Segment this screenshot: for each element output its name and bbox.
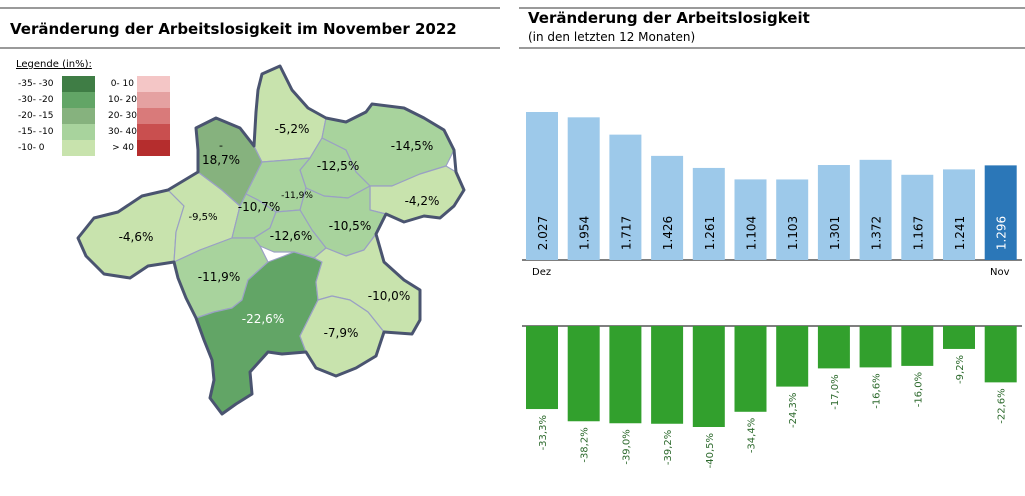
right-title-rule — [519, 7, 1025, 9]
upper-bar-10 — [943, 169, 975, 260]
legend-swatch-pos-0 — [137, 76, 170, 92]
lower-bar-8 — [859, 326, 892, 368]
legend-label-neg-1: -30- -20 — [18, 95, 54, 105]
legend-label-pos-4: > 40 — [112, 143, 134, 153]
left-title-rule — [0, 7, 500, 9]
map-title: Veränderung der Arbeitslosigkeit im Nove… — [10, 20, 457, 38]
upper-bar-label-6: 1.103 — [786, 216, 800, 250]
chart-subtitle: (in den letzten 12 Monaten) — [528, 30, 696, 44]
map-label-nw: 18,7% — [202, 153, 240, 167]
region-map: 18,7%-5,2%-14,5%-12,5%-11,9%-10,7%-9,5%-… — [76, 64, 466, 416]
legend-swatch-neg-4 — [62, 140, 95, 156]
upper-bar-label-3: 1.426 — [661, 216, 675, 250]
upper-bar-label-9: 1.167 — [911, 216, 925, 250]
lower-bar-label-6: -24,3% — [788, 393, 799, 428]
map-label-ne1: -14,5% — [391, 139, 433, 153]
lower-bar-0 — [526, 326, 558, 410]
lower-bar-1 — [567, 326, 600, 422]
upper-bar-7 — [817, 165, 850, 260]
upper-bar-11 — [984, 165, 1017, 260]
upper-bar-0 — [526, 112, 558, 260]
legend-label-neg-4: -10- 0 — [18, 143, 45, 153]
map-label-c1: -11,9% — [281, 191, 313, 201]
lower-bar-6 — [776, 326, 809, 387]
map-label-c3: -10,5% — [329, 219, 371, 233]
legend-swatch-neg-0 — [62, 76, 95, 92]
lower-bar-2 — [609, 326, 642, 424]
upper-bar-label-1: 1.954 — [578, 216, 592, 250]
lower-bar-label-1: -38,2% — [580, 427, 591, 462]
upper-bar-1 — [567, 117, 600, 260]
legend-label-neg-2: -20- -15 — [18, 111, 54, 121]
lower-bar-label-9: -16,0% — [913, 372, 924, 407]
map-label-n2: -12,5% — [317, 159, 359, 173]
map-label-nw-sign: - — [219, 139, 223, 152]
upper-bar-2 — [609, 134, 642, 260]
lower-bar-label-2: -39,0% — [621, 429, 632, 464]
map-label-w1: -4,6% — [119, 230, 154, 244]
legend-swatch-neg-3 — [62, 124, 95, 140]
legend-swatch-neg-2 — [62, 108, 95, 124]
legend-swatch-pos-4 — [137, 140, 170, 156]
right-under-rule — [519, 47, 1025, 49]
legend-label-pos-2: 20- 30 — [108, 111, 138, 121]
lower-bar-label-7: -17,0% — [830, 374, 841, 409]
lower-bar-label-10: -9,2% — [955, 355, 966, 384]
lower-bar-9 — [901, 326, 934, 366]
upper-bar-label-7: 1.301 — [828, 216, 842, 250]
upper-bar-9 — [901, 174, 934, 260]
map-label-s1: -22,6% — [242, 312, 284, 326]
lower-bar-11 — [984, 326, 1017, 383]
lower-bar-7 — [817, 326, 850, 369]
upper-bar-label-4: 1.261 — [703, 216, 717, 250]
legend-label-pos-0: 0- 10 — [110, 79, 134, 89]
lower-bar-5 — [734, 326, 767, 412]
upper-bar-8 — [859, 159, 892, 260]
lower-bar-label-0: -33,3% — [538, 415, 549, 450]
upper-bar-6 — [776, 179, 809, 260]
lower-bar-10 — [943, 326, 975, 349]
map-label-se2: -7,9% — [324, 326, 359, 340]
upper-bar-label-2: 1.717 — [619, 216, 633, 250]
upper-bar-4 — [692, 167, 725, 260]
x-start-label: Dez — [532, 267, 551, 278]
upper-bar-3 — [651, 155, 684, 260]
legend-swatch-pos-2 — [137, 108, 170, 124]
upper-bar-label-11: 1.296 — [995, 216, 1009, 250]
map-label-e1: -4,2% — [405, 194, 440, 208]
map-label-c2: -10,7% — [238, 200, 280, 214]
x-end-label: Nov — [990, 267, 1010, 278]
legend-title: Legende (in%): — [16, 59, 92, 70]
legend-label-neg-3: -15- -10 — [18, 127, 54, 137]
map-label-se1: -10,0% — [368, 289, 410, 303]
upper-bar-label-10: 1.241 — [953, 216, 967, 250]
map-label-c4: -12,6% — [270, 229, 312, 243]
upper-bar-label-0: 2.027 — [536, 216, 550, 250]
left-under-rule — [0, 47, 500, 49]
lower-bar-label-3: -39,2% — [663, 430, 674, 465]
lower-bar-label-11: -22,6% — [997, 388, 1008, 423]
map-label-w2: -9,5% — [188, 212, 217, 223]
lower-bar-4 — [692, 326, 725, 427]
legend-label-pos-1: 10- 20 — [108, 95, 138, 105]
legend-label-pos-3: 30- 40 — [108, 127, 138, 137]
upper-bar-label-5: 1.104 — [745, 216, 759, 250]
lower-bar-label-4: -40,5% — [705, 433, 716, 468]
legend-swatch-neg-1 — [62, 92, 95, 108]
lower-bar-label-8: -16,6% — [872, 373, 883, 408]
legend-label-neg-0: -35- -30 — [18, 79, 54, 89]
state-border — [76, 64, 466, 416]
map-label-sw: -11,9% — [198, 270, 240, 284]
chart-title: Veränderung der Arbeitslosigkeit — [528, 9, 810, 27]
upper-bar-label-8: 1.372 — [870, 216, 884, 250]
legend-swatch-pos-3 — [137, 124, 170, 140]
lower-bar-label-5: -34,4% — [747, 418, 758, 453]
lower-bar-3 — [651, 326, 684, 424]
upper-bar-5 — [734, 179, 767, 260]
map-label-n1: -5,2% — [275, 122, 310, 136]
legend-swatch-pos-1 — [137, 92, 170, 108]
